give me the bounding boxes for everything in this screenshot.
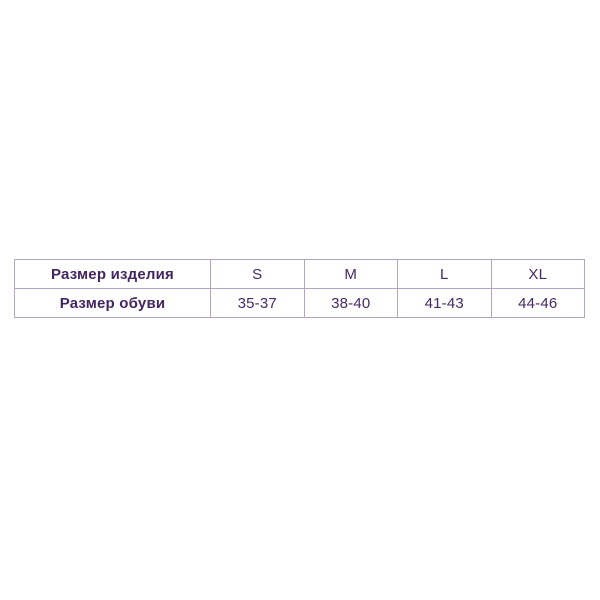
row-label-shoe-size: Размер обуви — [14, 288, 211, 318]
size-cell: M — [303, 259, 398, 289]
size-cell: XL — [490, 259, 585, 289]
table-row-product-size: Размер изделия S M L XL — [14, 259, 585, 289]
row-label-product-size: Размер изделия — [14, 259, 211, 289]
size-cell: 41-43 — [397, 288, 492, 318]
size-cell: S — [210, 259, 305, 289]
size-chart-table: Размер изделия S M L XL Размер обуви 35-… — [14, 259, 585, 318]
size-cell: 38-40 — [303, 288, 398, 318]
size-cell: 35-37 — [210, 288, 305, 318]
size-cell: L — [397, 259, 492, 289]
size-cell: 44-46 — [490, 288, 585, 318]
table-row-shoe-size: Размер обуви 35-37 38-40 41-43 44-46 — [14, 288, 585, 318]
